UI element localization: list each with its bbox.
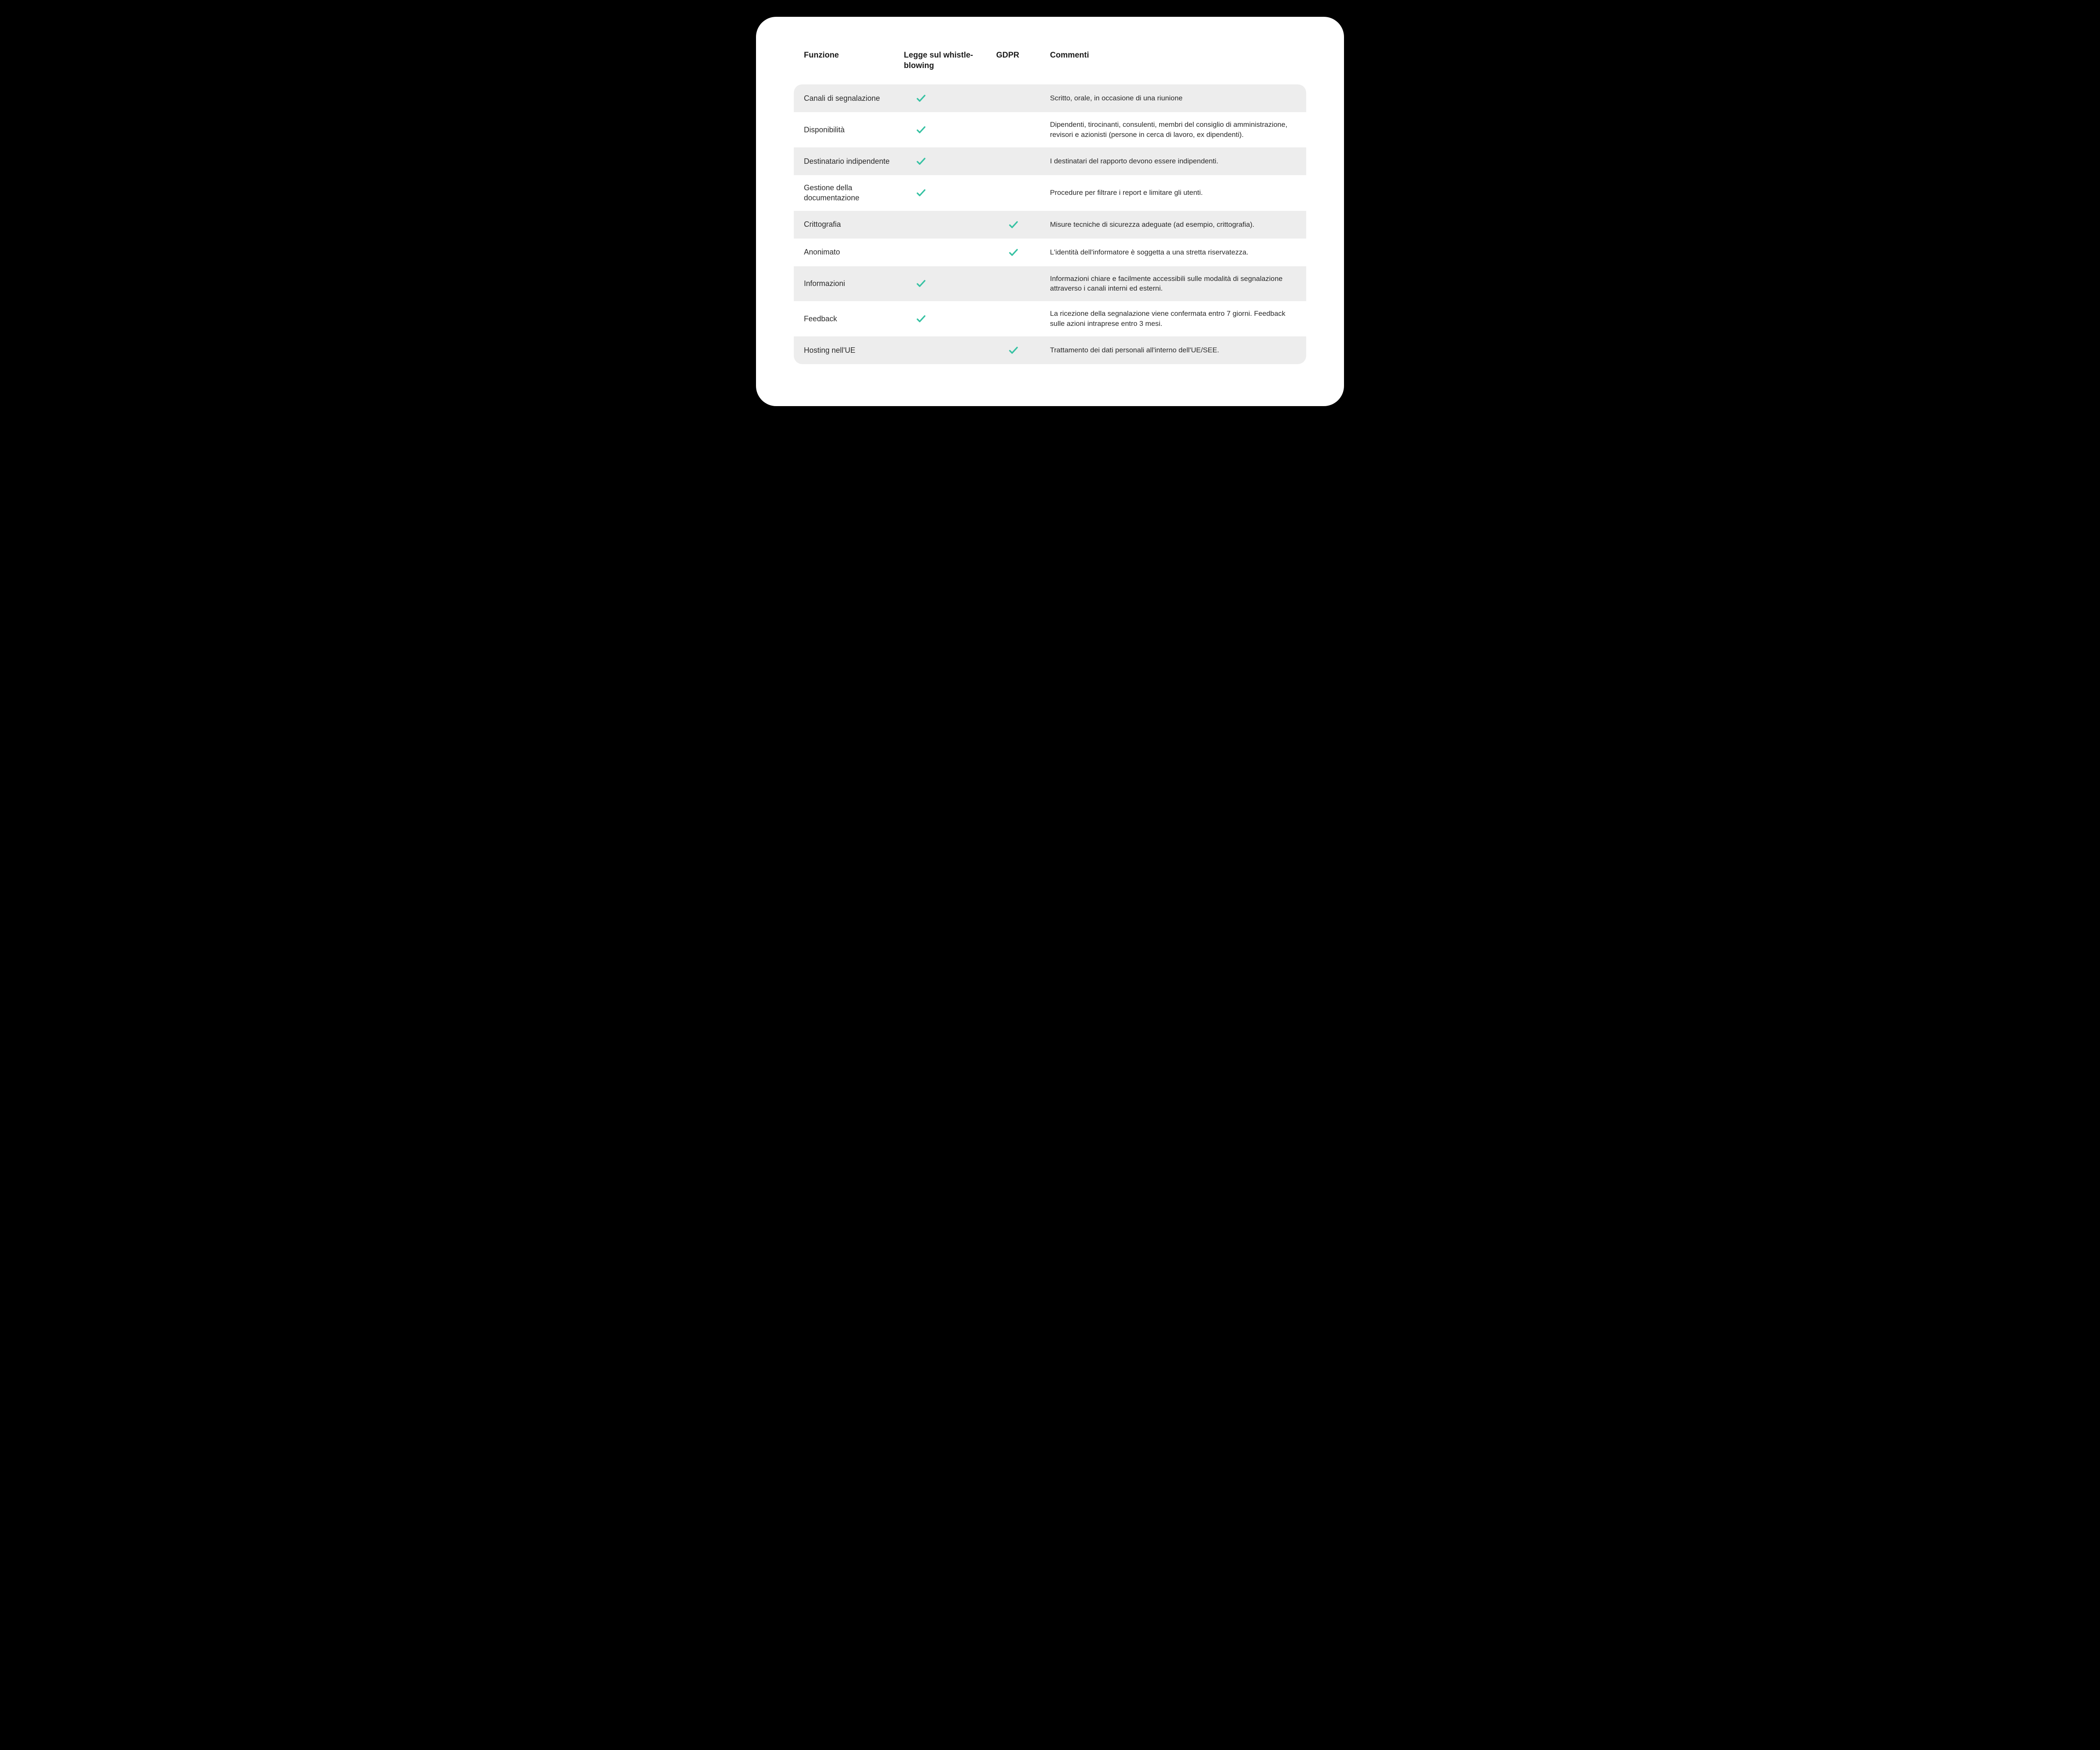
table-row: Crittografia Misure tecniche di sicurezza…: [794, 211, 1306, 239]
row-comment: Misure tecniche di sicurezza adeguate (a…: [1050, 220, 1296, 230]
row-comment: L'identità dell'informatore è soggetta a…: [1050, 247, 1296, 257]
row-comment: Procedure per filtrare i report e limita…: [1050, 188, 1296, 198]
table-body: Canali di segnalazione Scritto, orale, in…: [794, 84, 1306, 364]
check-icon: [916, 124, 927, 135]
row-whistleblowing-cell: [904, 124, 996, 135]
table-row: Destinatario indipendente I destinatari d…: [794, 147, 1306, 175]
header-commenti: Commenti: [1050, 50, 1296, 71]
header-funzione: Funzione: [804, 50, 904, 71]
check-icon: [916, 278, 927, 289]
table-row: Feedback La ricezione della segnalazione …: [794, 301, 1306, 336]
table-row: Informazioni Informazioni chiare e facilm…: [794, 266, 1306, 302]
row-label: Canali di segnalazione: [804, 93, 904, 103]
row-comment: Informazioni chiare e facilmente accessi…: [1050, 274, 1296, 294]
row-label: Hosting nell'UE: [804, 345, 904, 355]
check-icon: [916, 156, 927, 167]
row-label: Gestione della documentazione: [804, 183, 904, 203]
row-label: Destinatario indipendente: [804, 156, 904, 166]
row-label: Informazioni: [804, 278, 904, 289]
check-icon: [1008, 219, 1019, 230]
content-card: Funzione Legge sul whistle-blowing GDPR …: [756, 17, 1344, 406]
table-row: Disponibilità Dipendenti, tirocinanti, co…: [794, 112, 1306, 147]
row-comment: Trattamento dei dati personali all'inter…: [1050, 345, 1296, 355]
row-whistleblowing-cell: [904, 187, 996, 198]
row-comment: Dipendenti, tirocinanti, consulenti, mem…: [1050, 120, 1296, 140]
table-row: Canali di segnalazione Scritto, orale, in…: [794, 84, 1306, 112]
row-whistleblowing-cell: [904, 278, 996, 289]
check-icon: [916, 187, 927, 198]
table-header-row: Funzione Legge sul whistle-blowing GDPR …: [794, 50, 1306, 84]
table-row: Anonimato L'identità dell'informatore è s…: [794, 239, 1306, 266]
row-label: Crittografia: [804, 219, 904, 229]
row-label: Disponibilità: [804, 125, 904, 135]
row-whistleblowing-cell: [904, 313, 996, 324]
row-gdpr-cell: [996, 219, 1050, 230]
row-comment: La ricezione della segnalazione viene co…: [1050, 309, 1296, 329]
table-row: Hosting nell'UE Trattamento dei dati pers…: [794, 336, 1306, 364]
row-gdpr-cell: [996, 247, 1050, 258]
header-whistleblowing: Legge sul whistle-blowing: [904, 50, 996, 71]
compliance-table: Funzione Legge sul whistle-blowing GDPR …: [794, 50, 1306, 364]
row-whistleblowing-cell: [904, 156, 996, 167]
check-icon: [916, 313, 927, 324]
table-row: Gestione della documentazione Procedure p…: [794, 175, 1306, 211]
check-icon: [1008, 247, 1019, 258]
check-icon: [1008, 345, 1019, 356]
row-comment: Scritto, orale, in occasione di una riun…: [1050, 93, 1296, 103]
row-comment: I destinatari del rapporto devono essere…: [1050, 156, 1296, 166]
row-label: Anonimato: [804, 247, 904, 257]
check-icon: [916, 93, 927, 104]
row-label: Feedback: [804, 314, 904, 324]
header-gdpr: GDPR: [996, 50, 1050, 71]
row-whistleblowing-cell: [904, 93, 996, 104]
row-gdpr-cell: [996, 345, 1050, 356]
